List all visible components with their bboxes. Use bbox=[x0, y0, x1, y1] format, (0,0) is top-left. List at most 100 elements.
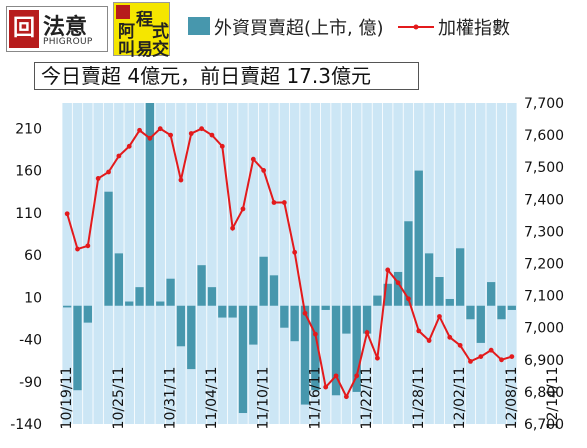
bar bbox=[135, 287, 144, 306]
bar bbox=[280, 305, 289, 328]
index-point bbox=[209, 132, 215, 138]
index-point bbox=[199, 126, 205, 132]
logo-name: 法意 bbox=[43, 15, 88, 40]
index-point bbox=[64, 211, 70, 217]
index-point bbox=[468, 359, 473, 364]
bar bbox=[321, 305, 330, 310]
index-point bbox=[406, 296, 411, 302]
bar bbox=[404, 221, 413, 306]
right-tick-label: 7,700 bbox=[524, 96, 564, 112]
bar bbox=[228, 305, 237, 318]
x-tick-label: 11/28/11 bbox=[411, 367, 427, 430]
bar bbox=[145, 103, 155, 306]
right-axis-ticks: 7,700 7,600 7,500 7,400 7,300 7,200 7,100 7,000… bbox=[524, 96, 564, 433]
index-point bbox=[178, 177, 184, 183]
bar bbox=[176, 305, 186, 347]
index-point bbox=[168, 132, 173, 138]
bar-series bbox=[63, 103, 516, 414]
line-series bbox=[64, 126, 515, 400]
index-point bbox=[281, 200, 287, 205]
legend-bar-label: 外資買賣超(上市, 億) bbox=[214, 18, 384, 39]
left-tick-label: 110 bbox=[15, 206, 42, 222]
right-tick-label: 7,500 bbox=[524, 160, 564, 176]
index-point bbox=[478, 354, 484, 359]
index-point bbox=[271, 200, 277, 205]
index-point bbox=[106, 169, 111, 175]
bar bbox=[466, 305, 475, 320]
right-tick-label: 6,700 bbox=[524, 417, 564, 433]
index-point bbox=[457, 342, 463, 348]
x-tick-label: 11/22/11 bbox=[359, 367, 375, 430]
bar bbox=[187, 305, 196, 370]
index-point bbox=[250, 156, 256, 162]
left-tick-label: 160 bbox=[15, 164, 42, 180]
index-point bbox=[75, 246, 80, 252]
x-axis-ticks: 10/19/11 10/25/11 10/31/11 11/04/11 11/10/11… bbox=[59, 367, 561, 430]
logo2-char: 式 bbox=[152, 22, 169, 42]
bar bbox=[83, 305, 92, 323]
index-point bbox=[499, 357, 504, 363]
logo2-char: 易 bbox=[136, 40, 153, 60]
logo2-char: 程 bbox=[136, 10, 153, 30]
bar bbox=[311, 305, 320, 391]
index-point bbox=[385, 267, 391, 273]
bar bbox=[166, 278, 175, 306]
x-tick-label: 11/16/11 bbox=[307, 367, 323, 430]
right-tick-label: 7,400 bbox=[524, 192, 564, 208]
right-tick-label: 7,600 bbox=[524, 128, 564, 144]
legend-bar-swatch bbox=[188, 17, 210, 35]
bar bbox=[414, 170, 423, 306]
index-point bbox=[188, 131, 194, 136]
x-tick-label: 12/08/11 bbox=[504, 367, 520, 430]
index-point bbox=[116, 153, 122, 159]
index-point bbox=[85, 243, 91, 249]
right-tick-label: 7,300 bbox=[524, 224, 564, 240]
bar bbox=[507, 305, 516, 310]
bar bbox=[476, 305, 485, 343]
x-tick-label: 12/02/11 bbox=[452, 367, 468, 430]
index-point bbox=[219, 143, 225, 149]
bar bbox=[300, 305, 310, 405]
index-point bbox=[240, 206, 246, 212]
x-tick-label: 11/04/11 bbox=[204, 367, 220, 430]
logo2-char: 交 bbox=[152, 40, 169, 60]
bar bbox=[63, 305, 72, 308]
left-axis-ticks: 210 160 110 60 10 -40 -90 -140 bbox=[10, 121, 42, 433]
index-point bbox=[447, 334, 453, 340]
x-tick-label: 11/10/11 bbox=[256, 367, 272, 430]
bar bbox=[290, 305, 299, 342]
index-point bbox=[364, 330, 370, 335]
right-tick-label: 7,200 bbox=[524, 257, 564, 273]
bar bbox=[238, 305, 248, 414]
x-tick-label: 10/19/11 bbox=[59, 367, 75, 430]
index-point bbox=[302, 310, 308, 316]
index-point bbox=[312, 331, 318, 337]
index-point bbox=[437, 314, 442, 319]
bar bbox=[207, 287, 217, 306]
bar bbox=[487, 282, 496, 306]
left-tick-label: 210 bbox=[15, 121, 42, 137]
right-tick-label: 7,100 bbox=[524, 289, 564, 305]
left-tick-label: -140 bbox=[10, 417, 42, 433]
bar bbox=[156, 301, 165, 306]
index-point bbox=[230, 225, 236, 231]
x-tick-label: 10/25/11 bbox=[111, 367, 127, 430]
right-tick-label: 6,900 bbox=[524, 353, 564, 369]
bar bbox=[104, 191, 113, 306]
bar bbox=[197, 265, 206, 306]
index-point bbox=[323, 384, 329, 390]
gridlines bbox=[61, 103, 518, 424]
index-point bbox=[147, 135, 153, 141]
bar bbox=[114, 253, 124, 306]
index-point bbox=[416, 328, 422, 334]
logo-subtext: PHIGROUP bbox=[43, 37, 93, 47]
bar bbox=[455, 248, 465, 306]
bar bbox=[393, 271, 403, 306]
summary-box: 今日賣超 4億元，前日賣超 17.3億元 bbox=[34, 62, 419, 90]
bar bbox=[331, 305, 341, 396]
index-point bbox=[509, 354, 515, 359]
bar bbox=[125, 301, 134, 306]
bar bbox=[218, 305, 227, 318]
bar bbox=[445, 298, 454, 306]
